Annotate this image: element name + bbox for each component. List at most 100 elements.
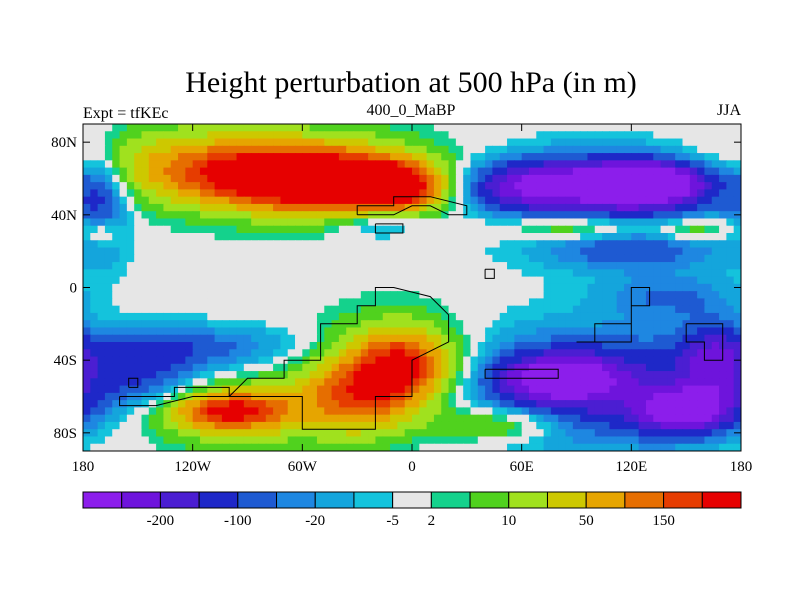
field-cell — [550, 131, 559, 140]
field-cell — [463, 436, 472, 445]
field-cell — [338, 211, 347, 220]
field-cell — [207, 218, 216, 227]
field-cell — [229, 262, 238, 270]
field-cell — [287, 320, 296, 329]
field-cell — [346, 356, 355, 365]
field-cell — [645, 218, 654, 227]
field-cell — [733, 363, 741, 372]
field-cell — [711, 407, 720, 416]
field-cell — [455, 131, 464, 140]
field-cell — [397, 421, 406, 430]
field-cell — [572, 385, 581, 394]
field-cell — [280, 189, 289, 198]
field-cell — [251, 429, 260, 438]
field-cell — [543, 167, 552, 176]
field-cell — [287, 124, 296, 132]
field-cell — [609, 327, 618, 336]
field-cell — [609, 262, 618, 270]
field-cell — [455, 305, 464, 314]
field-cell — [178, 378, 186, 387]
field-cell — [624, 392, 632, 401]
field-cell — [572, 363, 581, 372]
field-cell — [624, 262, 632, 270]
field-cell — [675, 211, 684, 220]
field-cell — [528, 196, 537, 205]
field-cell — [689, 305, 698, 314]
field-cell — [631, 392, 640, 401]
field-cell — [492, 363, 501, 372]
field-cell — [448, 269, 457, 278]
field-cell — [302, 392, 311, 401]
field-cell — [338, 378, 347, 387]
field-cell — [638, 189, 647, 198]
field-cell — [302, 138, 311, 147]
field-cell — [638, 414, 647, 423]
field-cell — [485, 327, 494, 336]
field-cell — [733, 276, 741, 285]
field-cell — [170, 196, 179, 205]
field-cell — [287, 371, 296, 379]
field-cell — [543, 334, 552, 343]
field-cell — [441, 203, 450, 212]
field-cell — [499, 211, 508, 220]
field-cell — [412, 276, 420, 285]
field-cell — [251, 334, 260, 343]
field-cell — [448, 196, 457, 205]
field-cell — [726, 153, 735, 161]
field-cell — [375, 153, 384, 161]
field-cell — [170, 378, 179, 387]
field-cell — [624, 124, 632, 132]
field-cell — [178, 363, 186, 372]
field-cell — [141, 443, 150, 451]
field-cell — [126, 203, 135, 212]
field-cell — [580, 385, 589, 394]
field-cell — [258, 174, 267, 183]
field-cell — [602, 225, 610, 234]
field-cell — [580, 240, 589, 249]
field-cell — [485, 363, 494, 372]
field-cell — [119, 436, 128, 445]
field-cell — [214, 342, 223, 350]
field-cell — [163, 240, 172, 249]
field-cell — [360, 240, 369, 249]
field-cell — [616, 276, 625, 285]
field-cell — [594, 414, 603, 423]
field-cell — [112, 153, 121, 161]
field-cell — [243, 211, 252, 220]
field-cell — [126, 363, 135, 372]
field-cell — [660, 254, 669, 263]
field-cell — [229, 407, 238, 416]
field-cell — [265, 342, 274, 350]
field-cell — [141, 167, 150, 176]
field-cell — [507, 124, 515, 132]
field-cell — [295, 131, 303, 140]
field-cell — [207, 167, 216, 176]
field-cell — [221, 320, 230, 329]
field-cell — [265, 160, 274, 169]
colorbar-tick-label: 2 — [428, 513, 436, 529]
field-cell — [221, 327, 230, 336]
field-cell — [251, 320, 260, 329]
field-cell — [536, 254, 545, 263]
field-cell — [675, 356, 684, 365]
field-cell — [97, 189, 106, 198]
field-cell — [331, 349, 340, 358]
field-cell — [163, 363, 172, 372]
field-cell — [594, 233, 603, 241]
field-cell — [594, 196, 603, 205]
field-cell — [265, 203, 274, 212]
field-cell — [302, 414, 311, 423]
field-cell — [536, 225, 545, 234]
field-cell — [711, 203, 720, 212]
field-cell — [682, 269, 691, 278]
field-cell — [594, 305, 603, 314]
field-cell — [514, 320, 523, 329]
field-cell — [309, 298, 318, 307]
field-cell — [528, 283, 537, 292]
field-cell — [587, 262, 596, 270]
field-cell — [126, 145, 135, 154]
field-cell — [185, 356, 194, 365]
field-cell — [295, 233, 303, 241]
field-cell — [558, 392, 567, 401]
field-cell — [645, 269, 654, 278]
